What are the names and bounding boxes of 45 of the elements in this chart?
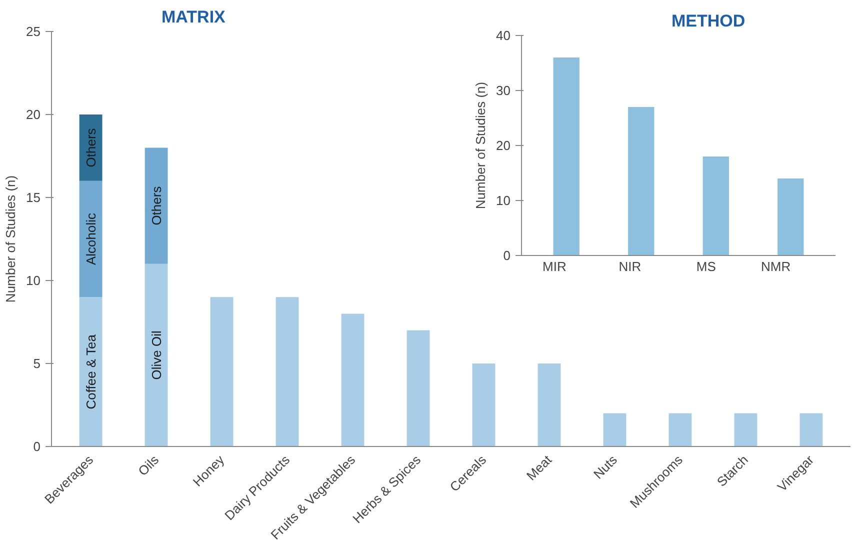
bar [341, 314, 364, 446]
chart-title: METHOD [672, 12, 746, 30]
bar [538, 364, 561, 446]
bar [800, 413, 823, 446]
bar [628, 107, 654, 256]
y-tick-label: 10 [496, 193, 511, 208]
bar [668, 413, 692, 446]
bar [79, 114, 102, 181]
bar [276, 297, 299, 446]
bar [553, 58, 580, 256]
x-tick-label: MIR [542, 259, 566, 274]
bar [734, 413, 758, 446]
bar [472, 364, 496, 446]
x-tick-label: NIR [618, 259, 642, 274]
y-tick-label: 5 [33, 356, 41, 371]
bar [144, 264, 168, 446]
y-tick-label: 0 [33, 439, 41, 454]
y-tick-label: 10 [26, 273, 41, 288]
y-tick-label: 25 [26, 24, 41, 39]
bar [702, 156, 729, 256]
y-tick-label: 30 [496, 83, 511, 98]
chart-title: MATRIX [162, 8, 226, 26]
bar [79, 180, 102, 298]
y-tick-label: 0 [503, 248, 511, 263]
x-tick-label: MS [696, 259, 716, 274]
bar [210, 297, 234, 446]
y-tick-label: 40 [496, 28, 511, 43]
bar [406, 330, 430, 446]
y-tick-label: 20 [496, 138, 511, 153]
data-label: Others [83, 128, 98, 168]
data-label: Olive Oil [148, 330, 164, 380]
data-label: Alcoholic [83, 212, 98, 266]
y-tick-label: 15 [26, 190, 41, 205]
y-tick-label: 20 [26, 107, 41, 122]
y-axis-title: Number of Studies (n) [3, 175, 18, 303]
bar [603, 413, 626, 446]
x-tick-label: Oils [135, 452, 162, 479]
bar [778, 178, 804, 256]
y-axis-title: Number of Studies (n) [473, 82, 488, 210]
data-label: Others [148, 186, 164, 226]
data-label: Coffee & Tea [83, 334, 98, 410]
bar [79, 297, 102, 446]
x-tick-label: Nuts [590, 452, 620, 482]
bar [144, 148, 168, 264]
x-tick-label: NMR [761, 259, 791, 274]
